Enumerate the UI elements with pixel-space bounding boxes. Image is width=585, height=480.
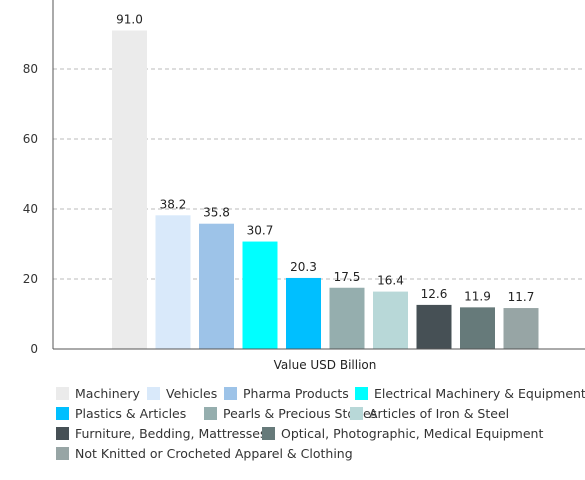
bar-value-label: 12.6 [421, 287, 448, 301]
legend-swatch [56, 427, 69, 440]
bar [329, 287, 365, 349]
y-tick-label: 60 [23, 132, 38, 146]
y-tick-label: 40 [23, 202, 38, 216]
bar [155, 215, 191, 349]
legend-label: Articles of Iron & Steel [369, 406, 510, 421]
y-tick-label: 80 [23, 62, 38, 76]
legend-item: Optical, Photographic, Medical Equipment [262, 426, 543, 441]
legend-label: Electrical Machinery & Equipment [374, 386, 585, 401]
legend-swatch [262, 427, 275, 440]
bar [503, 308, 539, 349]
legend-label: Pharma Products [243, 386, 349, 401]
legend-label: Optical, Photographic, Medical Equipment [281, 426, 544, 441]
legend-swatch [56, 407, 69, 420]
legend-item: Pharma Products [224, 386, 349, 401]
y-axis-ticks: 0 20 40 60 80 [23, 62, 38, 356]
y-tick-label: 0 [30, 342, 38, 356]
legend-item: Furniture, Bedding, Mattresses [56, 426, 267, 441]
x-axis-title: Value USD Billion [274, 358, 377, 372]
bars [112, 30, 539, 349]
legend-swatch [355, 387, 368, 400]
legend-label: Furniture, Bedding, Mattresses [75, 426, 267, 441]
legend-label: Machinery [75, 386, 140, 401]
bar [242, 241, 278, 349]
bar [460, 307, 495, 349]
legend-item: Electrical Machinery & Equipment [355, 386, 585, 401]
bar [416, 304, 452, 349]
legend-label: Pearls & Precious Stones [223, 406, 378, 421]
legend-swatch [204, 407, 217, 420]
bar [373, 291, 408, 349]
bar [199, 223, 234, 349]
legend-swatch [147, 387, 160, 400]
legend-label: Vehicles [166, 386, 218, 401]
bar-value-label: 38.2 [160, 197, 187, 211]
bar-value-label: 20.3 [290, 260, 317, 274]
bar-value-label: 91.0 [116, 13, 143, 27]
legend-label: Plastics & Articles [75, 406, 187, 421]
legend-item: Pearls & Precious Stones [204, 406, 377, 421]
bar-value-label: 16.4 [377, 274, 404, 288]
legend-swatch [56, 447, 69, 460]
legend-item: Vehicles [147, 386, 217, 401]
bar-value-label: 11.7 [508, 290, 535, 304]
bar-value-label: 35.8 [203, 206, 230, 220]
bar [112, 30, 147, 349]
legend-swatch [224, 387, 237, 400]
legend-item: Plastics & Articles [56, 406, 186, 421]
legend-item: Articles of Iron & Steel [350, 406, 509, 421]
legend-item: Machinery [56, 386, 140, 401]
bar-value-label: 30.7 [247, 224, 274, 238]
legend-swatch [56, 387, 69, 400]
bar-value-label: 11.9 [464, 289, 491, 303]
bar-chart: 0 20 40 60 80 91.0 38.2 35.8 30.7 20.3 17.5 16.4 12… [23, 0, 585, 372]
value-labels: 91.0 38.2 35.8 30.7 20.3 17.5 16.4 12.6 11.9 11.7 [116, 13, 534, 305]
legend-item: Not Knitted or Crocheted Apparel & Cloth… [56, 446, 353, 461]
y-tick-label: 20 [23, 272, 38, 286]
legend-label: Not Knitted or Crocheted Apparel & Cloth… [75, 446, 353, 461]
bar-value-label: 17.5 [334, 270, 361, 284]
bar [286, 277, 321, 349]
legend-swatch [350, 407, 363, 420]
